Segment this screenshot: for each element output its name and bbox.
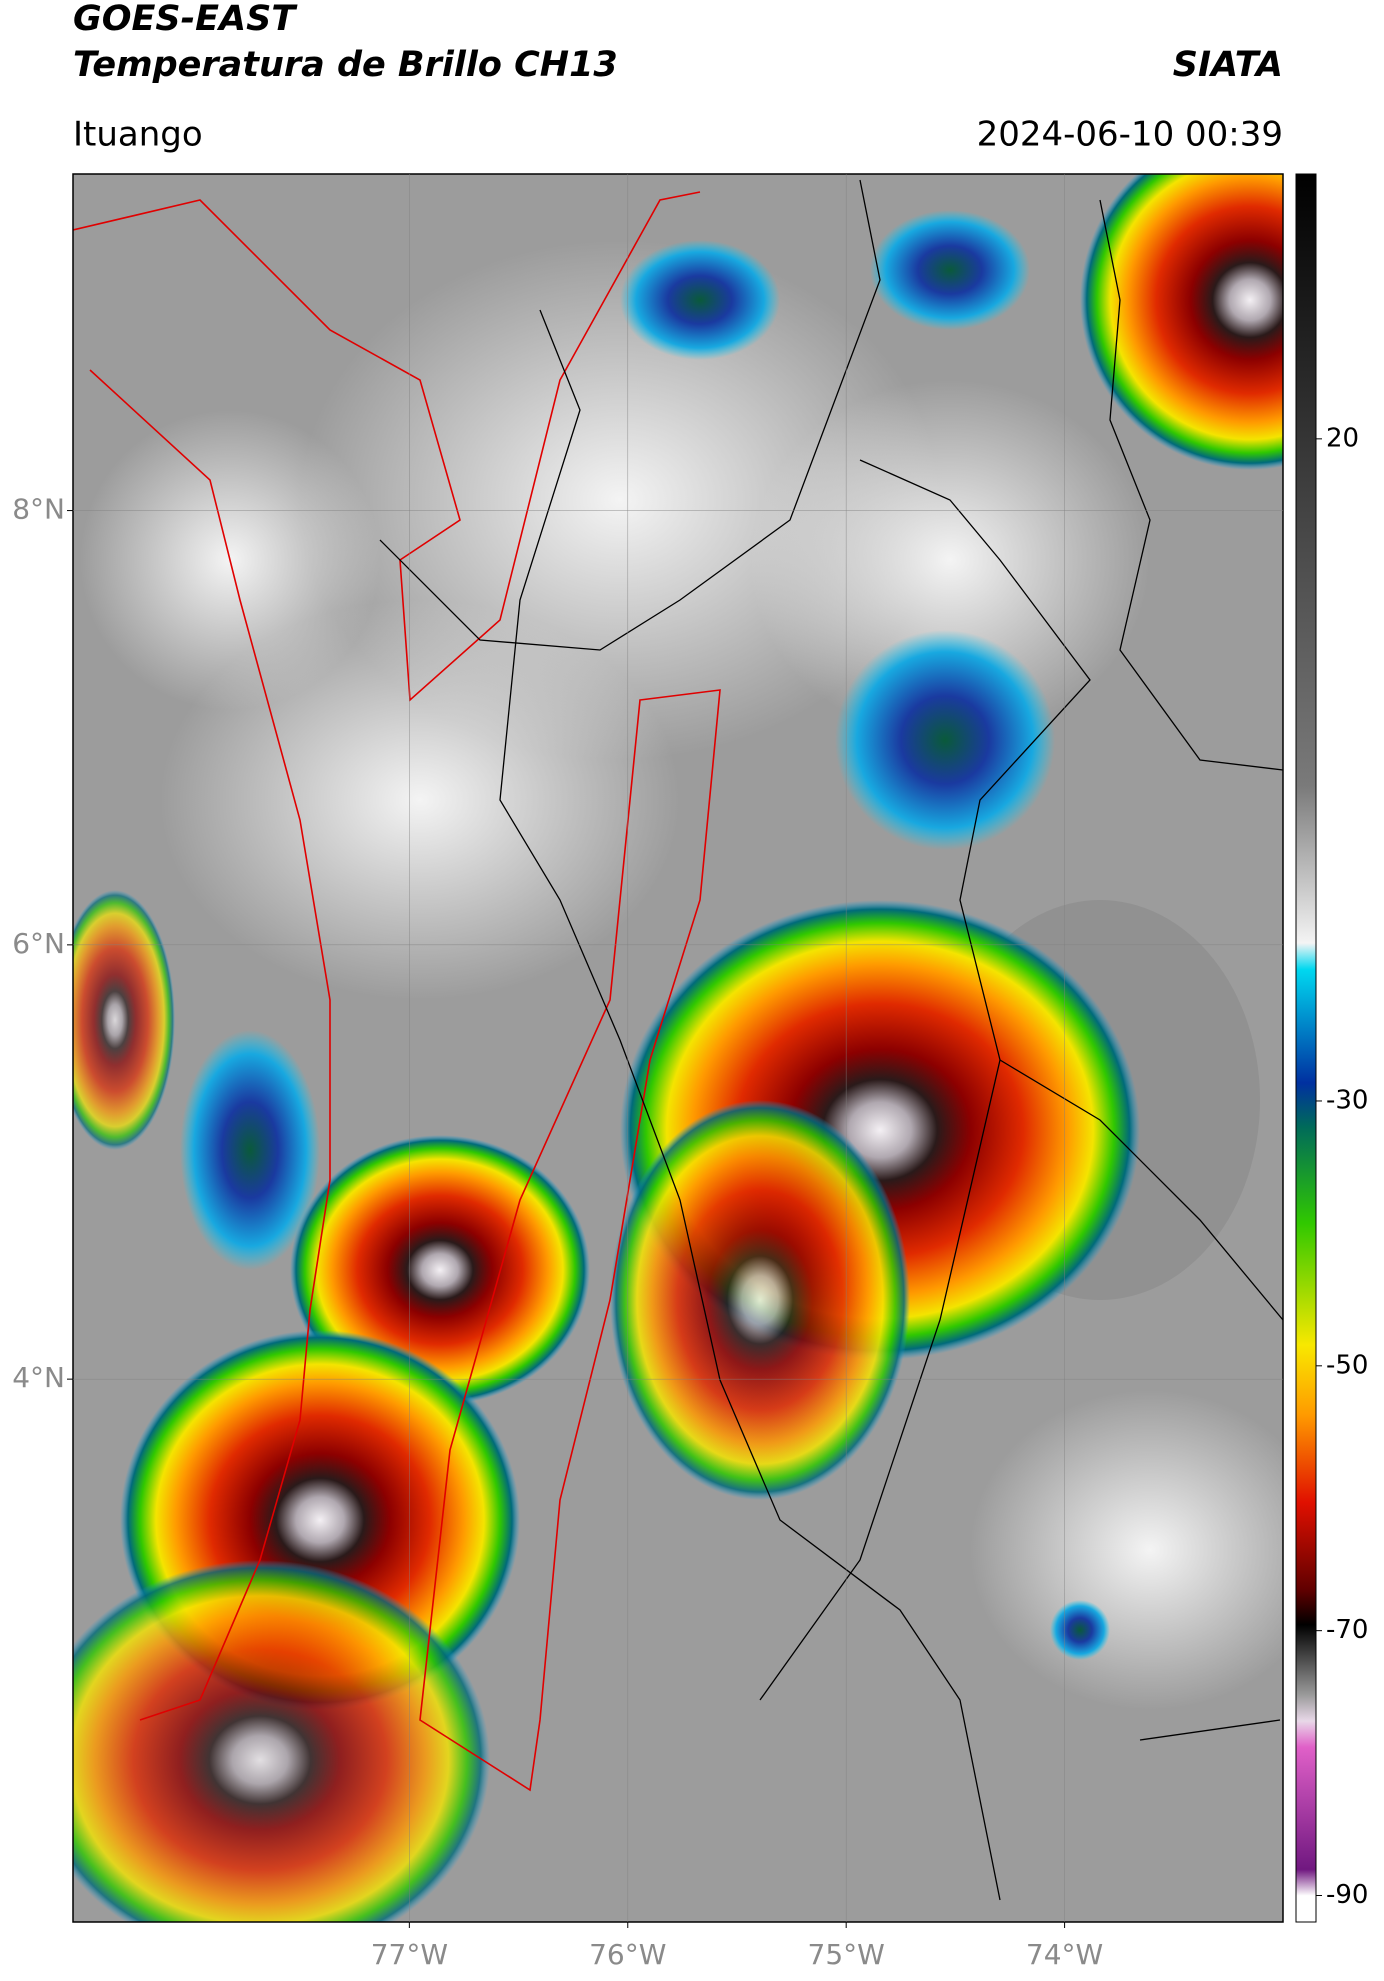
title: GOES-EAST — [73, 0, 298, 39]
colorbar-tick-label: -70 — [1326, 1615, 1368, 1645]
x-tick-label: 76°W — [589, 1938, 666, 1971]
x-tick-label: 74°W — [1026, 1938, 1103, 1971]
colorbar-tick-label: -30 — [1326, 1085, 1368, 1115]
subtitle: Temperatura de Brillo CH13 — [73, 45, 618, 85]
x-tick-label: 75°W — [808, 1938, 885, 1971]
y-tick-label: 4°N — [12, 1361, 65, 1394]
y-tick-label: 6°N — [12, 927, 65, 960]
location: Ituango — [73, 115, 203, 155]
colorbar — [1295, 173, 1317, 1923]
map-frame — [72, 173, 1284, 1923]
y-tick-label: 8°N — [12, 493, 65, 526]
datetime: 2024-06-10 00:39 — [977, 115, 1283, 155]
organization: SIATA — [1173, 45, 1283, 85]
x-tick-label: 77°W — [371, 1938, 448, 1971]
colorbar-tick-label: -50 — [1326, 1350, 1368, 1380]
satellite-image — [73, 174, 1283, 1922]
colorbar-tick-label: -90 — [1326, 1880, 1368, 1910]
colorbar-tick-label: 20 — [1326, 423, 1359, 453]
